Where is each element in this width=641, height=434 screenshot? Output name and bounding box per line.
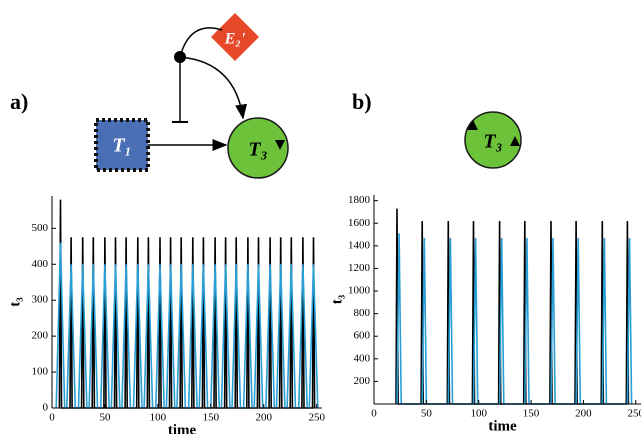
cycle-arrow: [467, 120, 478, 130]
x-axis-label: time: [488, 418, 517, 434]
t1-label: T₁: [112, 135, 131, 157]
plot: a) 0 100 200 300 400 500 0 50 100 150 200 250 time t₃: [7, 89, 325, 434]
y-tick-label: 600: [354, 330, 371, 342]
x-tick-label: 100: [150, 412, 167, 424]
t3-node: [227, 117, 289, 179]
t1-node: [94, 118, 150, 172]
plot: b) 200 400 600 800 1000 1200 1400 1600 1800 0 50 100…: [329, 89, 641, 434]
x-tick-label: 250: [308, 412, 325, 424]
diagram-b: T₃: [464, 111, 522, 169]
series-line: [395, 208, 630, 405]
y-tick-label: 200: [32, 330, 49, 342]
y-tick-label: 800: [354, 307, 371, 319]
y-axis-label: t₃: [7, 297, 23, 307]
x-tick-label: 250: [628, 408, 641, 420]
x-tick-label: 200: [256, 412, 273, 424]
y-tick-label: 1200: [348, 262, 371, 274]
y-tick-label: 400: [354, 352, 371, 364]
panel-label: a): [10, 89, 28, 114]
x-tick-label: 150: [203, 412, 220, 424]
y-tick-label: 100: [32, 366, 49, 378]
edge: [179, 27, 223, 58]
y-tick-label: 1400: [348, 239, 371, 251]
y-tick-label: 1800: [348, 194, 371, 206]
x-tick-label: 50: [421, 408, 433, 420]
y-axis-label: t₃: [329, 294, 345, 304]
y-tick-label: 1000: [348, 285, 371, 297]
y-tick-label: 200: [354, 375, 371, 387]
x-tick-label: 0: [371, 408, 377, 420]
t3-node: [464, 111, 522, 169]
y-tick-label: 400: [32, 258, 49, 270]
x-tick-label: 100: [470, 408, 487, 420]
x-tick-label: 150: [523, 408, 540, 420]
edge: [179, 56, 248, 120]
x-tick-label: 50: [99, 412, 111, 424]
y-tick-label: 500: [32, 222, 49, 234]
series-line: [58, 199, 316, 409]
x-tick-label: 200: [575, 408, 592, 420]
x-axis-label: time: [168, 422, 197, 434]
y-tick-label: 0: [43, 402, 49, 414]
e2-node: [210, 12, 260, 62]
series-line: [396, 233, 633, 405]
y-tick-label: 1600: [348, 217, 371, 229]
x-tick-label: 0: [49, 412, 55, 424]
y-tick-label: 300: [32, 294, 49, 306]
series-line: [55, 242, 319, 409]
diagram-a: E₂' T₁ T₃: [94, 12, 289, 179]
cycle-arrow: [275, 140, 285, 150]
cycle-arrow: [510, 136, 520, 146]
t3-label: T₃: [248, 139, 267, 161]
panel-label: b): [352, 89, 372, 114]
t3-label: T₃: [483, 131, 502, 153]
e2-label: E₂': [224, 31, 246, 48]
